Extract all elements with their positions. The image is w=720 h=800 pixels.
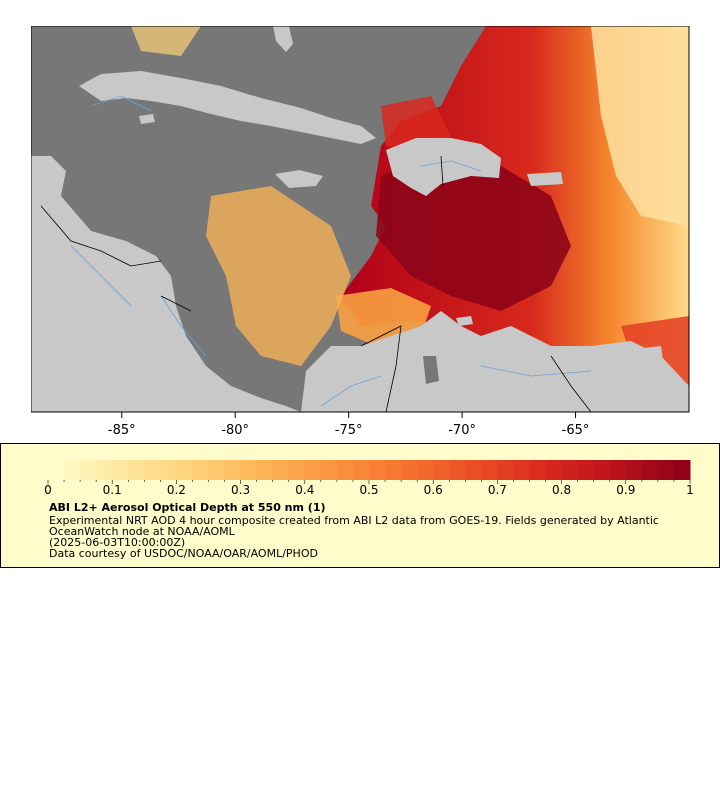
- colorbar-ticks: 0 0.1 0.2 0.3 0.4 0.5 0.6 0.7 0.8 0.9 1: [44, 480, 694, 497]
- colorbar-cell: [433, 460, 450, 480]
- colorbar-cell: [256, 460, 274, 480]
- colorbar-cell: [369, 460, 386, 480]
- colorbar-tick-label: 1: [686, 483, 694, 497]
- colorbar-cell: [176, 460, 193, 480]
- colorbar-cell: [96, 460, 113, 480]
- colorbar-tick-label: 0.4: [295, 483, 314, 497]
- legend-description-continued: OceanWatch node at NOAA/AOML: [49, 525, 235, 538]
- colorbar-cell: [128, 460, 145, 480]
- colorbar-cell: [208, 460, 226, 480]
- x-tick-label: -70°: [448, 423, 476, 438]
- colorbar-cell: [401, 460, 418, 480]
- land-puerto-rico: [527, 172, 563, 186]
- colorbar-tick-label: 0.6: [424, 483, 443, 497]
- colorbar-cell: [497, 460, 514, 480]
- colorbar-cell: [449, 460, 466, 480]
- x-tick-label: -80°: [221, 423, 249, 438]
- colorbar-cell: [272, 460, 290, 480]
- colorbar-cell: [417, 460, 434, 480]
- colorbar-cell: [513, 460, 530, 480]
- colorbar-cell: [64, 460, 81, 480]
- colorbar-cell: [320, 460, 338, 480]
- land-trinidad: [643, 346, 663, 362]
- colorbar-cell: [657, 460, 675, 480]
- legend-panel: 0 0.1 0.2 0.3 0.4 0.5 0.6 0.7 0.8 0.9 1 ABI L2+ Ae…: [0, 443, 720, 568]
- colorbar-cell: [80, 460, 97, 480]
- legend-description: Experimental NRT AOD 4 hour composite cr…: [49, 514, 659, 527]
- legend-timestamp: (2025-06-03T10:00:00Z): [49, 536, 186, 549]
- x-tick-label: -75°: [335, 423, 363, 438]
- colorbar-cell: [385, 460, 402, 480]
- colorbar: 0 0.1 0.2 0.3 0.4 0.5 0.6 0.7 0.8 0.9 1: [44, 460, 694, 497]
- colorbar-cell: [465, 460, 482, 480]
- legend-title: ABI L2+ Aerosol Optical Depth at 550 nm …: [49, 501, 326, 514]
- colorbar-tick-label: 0.8: [552, 483, 571, 497]
- colorbar-cell: [625, 460, 643, 480]
- x-tick-label: -85°: [108, 423, 136, 438]
- map-panel: -85°-80°-75°-70°-65° 20°15°10°: [31, 26, 690, 438]
- colorbar-tick-label: 0.9: [616, 483, 635, 497]
- colorbar-cell: [48, 460, 65, 480]
- colorbar-tick-label: 0.3: [231, 483, 250, 497]
- colorbar-cell: [288, 460, 306, 480]
- colorbar-cell: [192, 460, 209, 480]
- colorbar-tick-label: 0: [44, 483, 52, 497]
- colorbar-tick-label: 0.2: [167, 483, 186, 497]
- colorbar-tick-label: 0.5: [359, 483, 378, 497]
- colorbar-cell: [577, 460, 595, 480]
- colorbar-tick-label: 0.7: [488, 483, 507, 497]
- colorbar-cell: [336, 460, 354, 480]
- colorbar-cell: [160, 460, 177, 480]
- colorbar-cell: [481, 460, 498, 480]
- colorbar-cell: [240, 460, 258, 480]
- colorbar-cell: [352, 460, 370, 480]
- colorbar-cell: [561, 460, 579, 480]
- colorbar-cell: [641, 460, 659, 480]
- colorbar-cells: [48, 460, 691, 480]
- colorbar-cell: [609, 460, 627, 480]
- colorbar-tick-label: 0.1: [103, 483, 122, 497]
- colorbar-cell: [529, 460, 547, 480]
- map-canvas[interactable]: [31, 26, 689, 412]
- colorbar-cell: [144, 460, 161, 480]
- x-tick-label: -65°: [562, 423, 590, 438]
- colorbar-cell: [112, 460, 129, 480]
- colorbar-cell: [593, 460, 611, 480]
- colorbar-cell: [224, 460, 242, 480]
- x-axis: -85° -80° -75° -70° -65°: [108, 412, 590, 438]
- colorbar-cell: [304, 460, 322, 480]
- legend-credit: Data courtesy of USDOC/NOAA/OAR/AOML/PHO…: [49, 547, 318, 560]
- colorbar-cell: [673, 460, 691, 480]
- colorbar-cell: [545, 460, 563, 480]
